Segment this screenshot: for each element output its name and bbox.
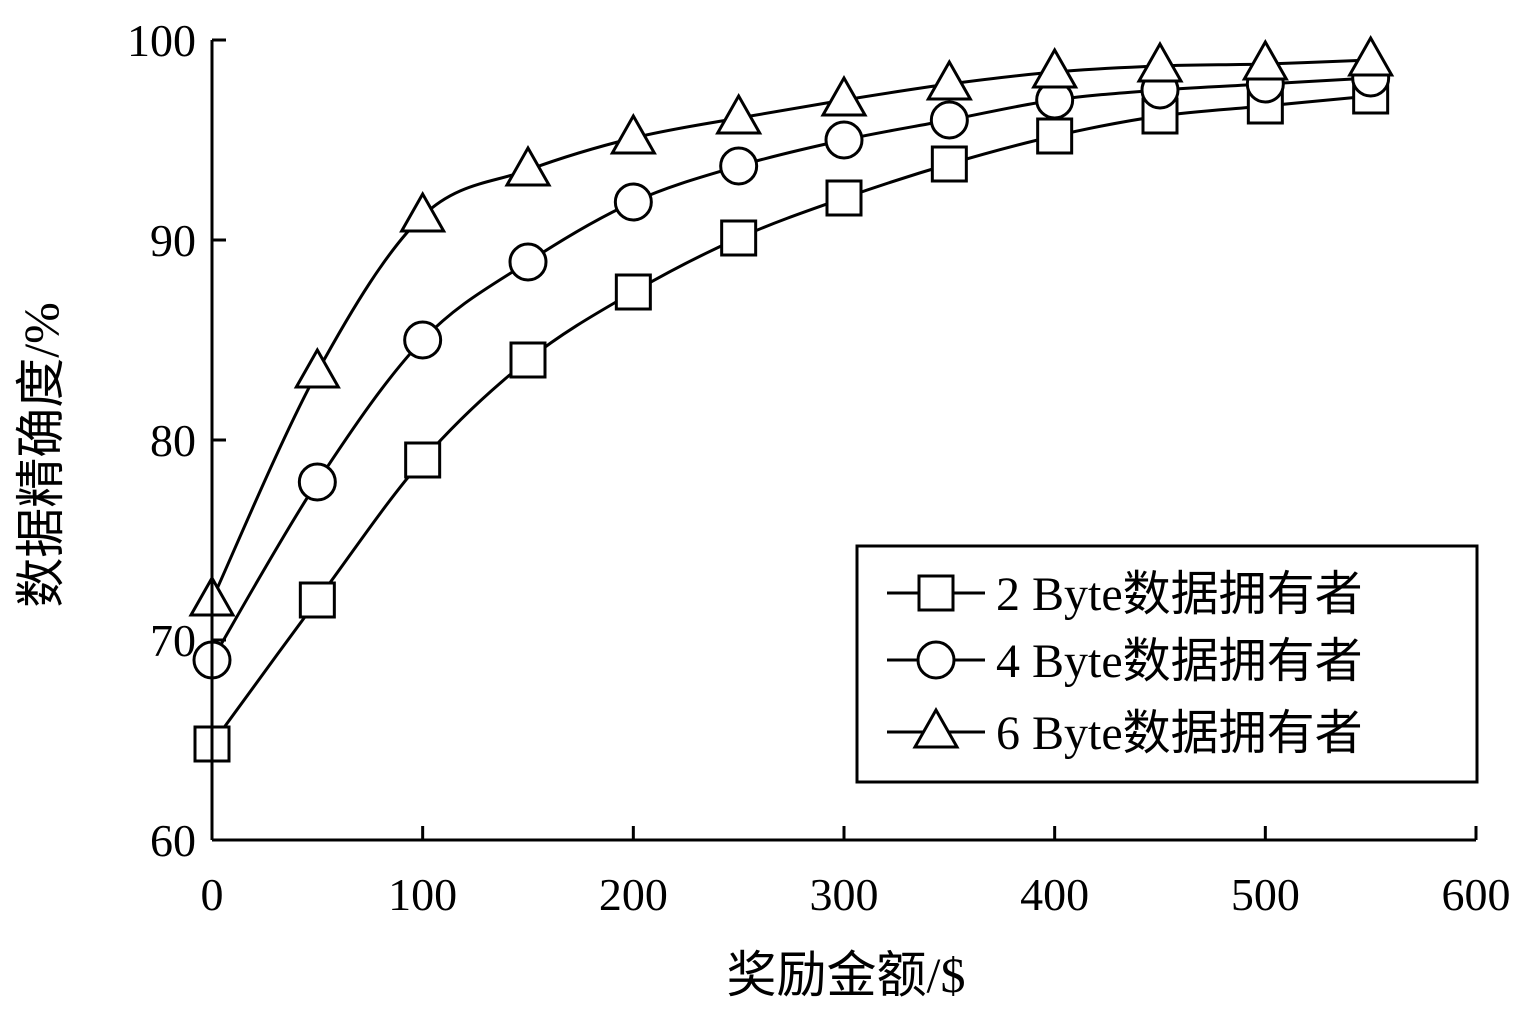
x-axis-title: 奖励金额/$: [727, 947, 966, 1003]
legend: 2 Byte数据拥有者 4 Byte数据拥有者 6 Byte数据拥有者: [855, 544, 1479, 784]
x-tick-label: 100: [388, 869, 457, 920]
y-axis-title: 数据精确度/%: [13, 302, 69, 608]
x-tick-label: 200: [599, 869, 668, 920]
series-markers: [188, 34, 1395, 763]
series-line-triangle: [210, 58, 1371, 601]
legend-label: 4 Byte数据拥有者: [996, 635, 1363, 688]
data-point-square: [930, 145, 968, 183]
data-point-triangle: [1136, 40, 1184, 83]
y-tick-label: 100: [127, 15, 196, 66]
y-tick-label: 80: [150, 415, 196, 466]
data-point-circle: [719, 146, 759, 186]
data-point-circle: [403, 320, 443, 360]
data-point-square: [404, 441, 442, 479]
data-point-triangle: [609, 112, 657, 155]
data-point-triangle: [1347, 34, 1395, 77]
data-point-circle: [824, 120, 864, 160]
legend-items: 2 Byte数据拥有者 4 Byte数据拥有者 6 Byte数据拥有者: [887, 568, 1363, 760]
legend-marker-triangle: [912, 706, 960, 749]
data-point-triangle: [1031, 46, 1079, 89]
axis-ticks: 60 70 80 90 100 0 100 200 300 400 500 600: [127, 15, 1511, 920]
data-point-triangle: [293, 346, 341, 389]
data-point-triangle: [399, 190, 447, 233]
data-point-triangle: [820, 74, 868, 117]
data-point-triangle: [715, 92, 763, 135]
data-point-circle: [297, 462, 337, 502]
data-point-square: [720, 219, 758, 257]
data-point-square: [298, 581, 336, 619]
data-point-circle: [929, 100, 969, 140]
x-tick-label: 600: [1442, 869, 1511, 920]
y-tick-label: 60: [150, 815, 196, 866]
x-tick-label: 300: [810, 869, 879, 920]
data-point-square: [614, 273, 652, 311]
data-point-triangle: [504, 144, 552, 187]
x-tick-label: 0: [201, 869, 224, 920]
data-point-square: [825, 179, 863, 217]
legend-marker-circle: [916, 640, 956, 680]
legend-label: 2 Byte数据拥有者: [996, 568, 1363, 621]
data-point-triangle: [925, 58, 973, 101]
x-tick-label: 500: [1231, 869, 1300, 920]
data-point-circle: [613, 182, 653, 222]
x-tick-label: 400: [1020, 869, 1089, 920]
y-tick-label: 70: [150, 615, 196, 666]
data-point-square: [1036, 117, 1074, 155]
data-point-circle: [508, 242, 548, 282]
legend-box: [855, 544, 1479, 784]
y-tick-label: 90: [150, 215, 196, 266]
legend-marker-square: [917, 574, 955, 612]
legend-label: 6 Byte数据拥有者: [996, 707, 1363, 760]
data-point-square: [509, 341, 547, 379]
data-point-triangle: [1241, 38, 1289, 81]
